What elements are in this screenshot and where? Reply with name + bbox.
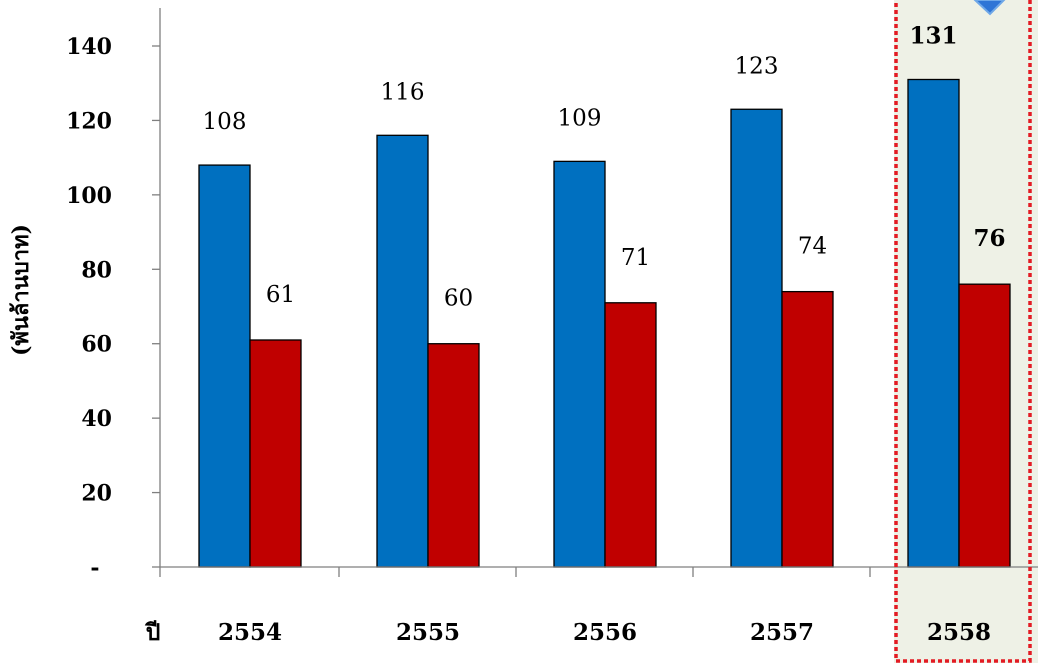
bar-blue-2557 xyxy=(730,108,783,568)
data-label-red-2554: 61 xyxy=(266,282,295,308)
x-category-label-2554: 2554 xyxy=(218,619,282,646)
data-label-red-2558: 76 xyxy=(973,225,1005,252)
corner-pointer-icon xyxy=(973,0,1006,16)
bars-layer xyxy=(198,78,1011,568)
axes-layer xyxy=(152,8,1038,577)
y-axis-title: (พันล้านบาท) xyxy=(8,224,34,356)
bar-red-2556 xyxy=(604,302,657,568)
bar-red-2555 xyxy=(427,343,480,568)
data-label-red-2557: 74 xyxy=(798,234,827,260)
y-tick-label-120: 120 xyxy=(66,108,112,134)
y-tick-label-80: 80 xyxy=(81,257,112,283)
bar-blue-2558 xyxy=(907,78,960,568)
x-category-label-2558: 2558 xyxy=(927,619,991,646)
data-label-blue-2556: 109 xyxy=(558,105,602,131)
data-label-red-2556: 71 xyxy=(621,245,650,271)
data-label-blue-2558: 131 xyxy=(909,22,957,49)
data-label-blue-2554: 108 xyxy=(203,109,247,135)
highlight-border xyxy=(894,0,1032,663)
y-tick-label-100: 100 xyxy=(66,183,112,209)
bar-red-2554 xyxy=(249,339,302,568)
x-category-label-2555: 2555 xyxy=(396,619,460,646)
data-label-blue-2557: 123 xyxy=(735,53,779,79)
labels-layer: 108 116 109 123 131 61 60 71 74 76 - 20 40 60 80 100 120… xyxy=(66,22,1005,646)
bar-blue-2554 xyxy=(198,164,251,568)
y-tick-label-40: 40 xyxy=(81,406,112,432)
bar-red-2558 xyxy=(958,283,1011,568)
bar-red-2557 xyxy=(781,290,834,568)
y-tick-label-0: - xyxy=(90,555,99,581)
data-label-blue-2555: 116 xyxy=(381,79,425,105)
y-tick-label-140: 140 xyxy=(66,34,112,60)
x-category-label-2557: 2557 xyxy=(750,619,814,646)
data-label-red-2555: 60 xyxy=(444,286,473,312)
x-category-label-2556: 2556 xyxy=(573,619,637,646)
y-tick-label-20: 20 xyxy=(81,481,112,507)
bar-blue-2555 xyxy=(376,134,429,568)
y-tick-label-60: 60 xyxy=(81,332,112,358)
x-axis-prefix: ปี xyxy=(144,619,160,646)
bar-blue-2556 xyxy=(553,160,606,568)
